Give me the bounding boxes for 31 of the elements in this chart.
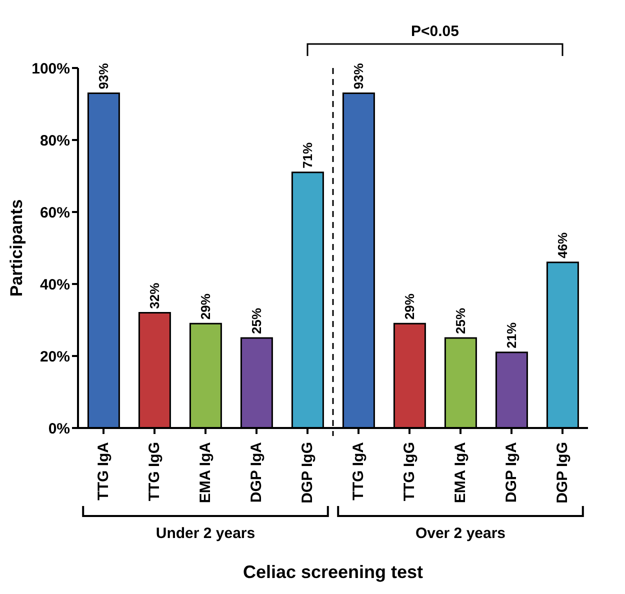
x-tick-label: TTG IgA xyxy=(350,442,367,500)
data-label: 21% xyxy=(504,322,520,348)
x-tick-label: TTG IgG xyxy=(146,442,163,502)
data-label: 46% xyxy=(555,232,570,258)
data-label: 25% xyxy=(453,308,468,334)
x-tick-label: DGP IgA xyxy=(248,442,265,503)
y-tick-label: 40% xyxy=(40,276,70,294)
y-tick-label: 0% xyxy=(48,420,70,438)
y-tick-label: 100% xyxy=(32,60,70,78)
x-tick-label: EMA IgA xyxy=(452,442,469,504)
data-label: 29% xyxy=(198,293,214,320)
x-axis-title: Celiac screening test xyxy=(242,562,424,582)
x-tick-label: DGP IgG xyxy=(299,442,316,504)
y-tick-label: 20% xyxy=(40,348,70,366)
data-label: 32% xyxy=(147,282,162,309)
text: Over 2 years xyxy=(415,525,506,542)
y-tick-label: 60% xyxy=(40,204,70,222)
x-tick-label: TTG IgG xyxy=(401,442,418,502)
data-label: 29% xyxy=(402,293,418,320)
x-tick-label: TTG IgA xyxy=(95,442,112,500)
text: Under 2 years xyxy=(156,525,256,542)
y-axis-title: Participants xyxy=(7,199,26,297)
data-label: 93% xyxy=(96,62,112,90)
data-label: 93% xyxy=(351,62,366,90)
x-tick-label: DGP IgA xyxy=(503,442,520,503)
data-label: 25% xyxy=(249,308,264,334)
data-label: 71% xyxy=(300,142,316,168)
x-tick-label: EMA IgA xyxy=(197,442,214,504)
x-tick-label: DGP IgG xyxy=(554,442,571,504)
text: P<0.05 xyxy=(411,23,459,40)
y-tick-label: 80% xyxy=(40,132,70,150)
